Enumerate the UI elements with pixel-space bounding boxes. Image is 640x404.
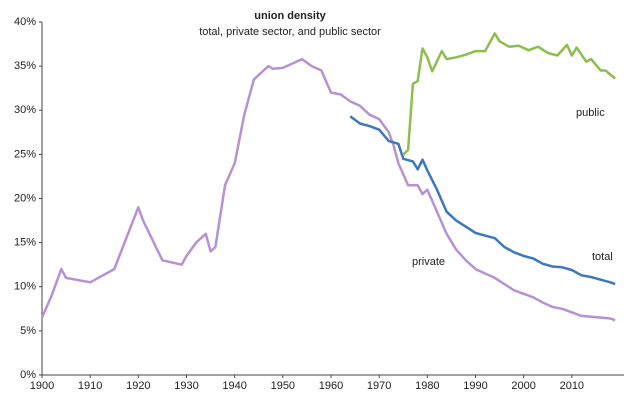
y-tick-label: 20% bbox=[14, 192, 36, 204]
y-tick-label: 15% bbox=[14, 237, 36, 249]
x-tick-label: 1980 bbox=[415, 380, 439, 392]
series-label: private bbox=[412, 256, 445, 268]
x-tick-label: 1970 bbox=[367, 380, 391, 392]
y-tick-label: 25% bbox=[14, 148, 36, 160]
y-tick-label: 10% bbox=[14, 281, 36, 293]
series-label: total bbox=[592, 251, 613, 263]
x-tick-label: 1990 bbox=[463, 380, 487, 392]
x-tick-label: 1960 bbox=[319, 380, 343, 392]
x-tick-label: 2000 bbox=[511, 380, 535, 392]
x-tick-label: 1920 bbox=[126, 380, 150, 392]
series-line bbox=[349, 115, 616, 286]
series-label: public bbox=[576, 107, 605, 119]
chart-title: union density bbox=[254, 10, 326, 22]
y-tick-label: 30% bbox=[14, 104, 36, 116]
series-line bbox=[40, 57, 616, 322]
y-tick-label: 0% bbox=[20, 369, 36, 381]
y-tick-label: 35% bbox=[14, 60, 36, 72]
x-tick-label: 1930 bbox=[174, 380, 198, 392]
x-tick-label: 1900 bbox=[30, 380, 54, 392]
x-tick-label: 1910 bbox=[78, 380, 102, 392]
y-tick-label: 40% bbox=[14, 16, 36, 28]
y-tick-label: 5% bbox=[20, 325, 36, 337]
chart-subtitle: total, private sector, and public sector bbox=[199, 26, 381, 38]
series-line bbox=[402, 32, 616, 156]
x-tick-label: 1950 bbox=[271, 380, 295, 392]
x-tick-label: 1940 bbox=[222, 380, 246, 392]
x-tick-label: 2010 bbox=[560, 380, 584, 392]
